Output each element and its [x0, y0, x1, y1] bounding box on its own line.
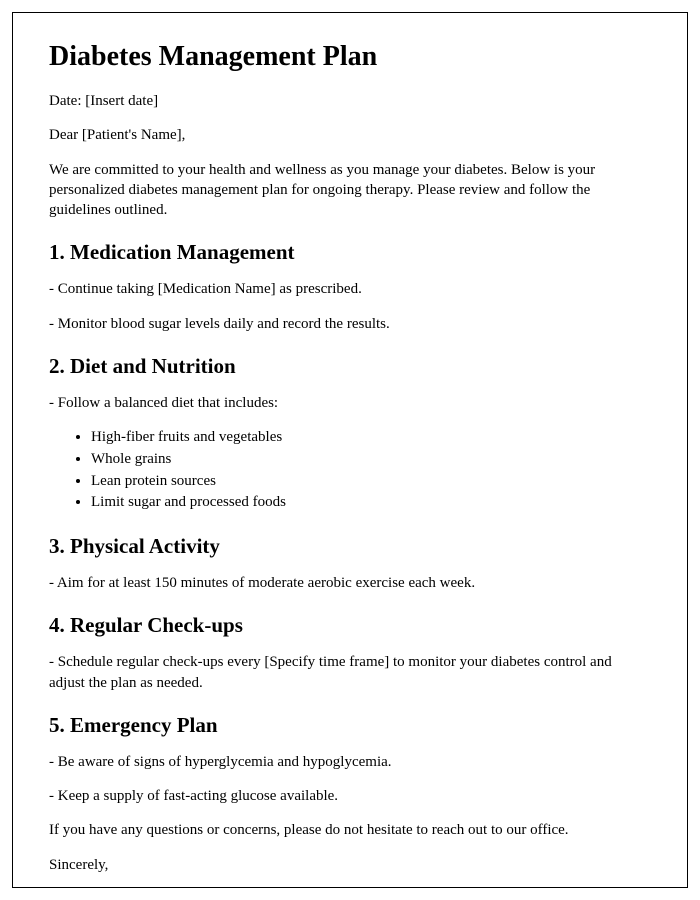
closing-paragraph: If you have any questions or concerns, p… — [49, 820, 651, 840]
signoff: Sincerely, — [49, 855, 651, 875]
intro-paragraph: We are committed to your health and well… — [49, 160, 651, 221]
diet-bullet: Limit sugar and processed foods — [91, 492, 651, 514]
section-heading-emergency: 5. Emergency Plan — [49, 713, 651, 738]
section-heading-activity: 3. Physical Activity — [49, 534, 651, 559]
section-heading-checkups: 4. Regular Check-ups — [49, 613, 651, 638]
diet-bullet: Lean protein sources — [91, 471, 651, 493]
date-line: Date: [Insert date] — [49, 91, 651, 111]
emergency-item: - Keep a supply of fast-acting glucose a… — [49, 786, 651, 806]
medication-item: - Continue taking [Medication Name] as p… — [49, 279, 651, 299]
diet-bullet: Whole grains — [91, 449, 651, 471]
checkups-item: - Schedule regular check-ups every [Spec… — [49, 652, 651, 693]
medication-item: - Monitor blood sugar levels daily and r… — [49, 314, 651, 334]
section-heading-diet: 2. Diet and Nutrition — [49, 354, 651, 379]
emergency-item: - Be aware of signs of hyperglycemia and… — [49, 752, 651, 772]
activity-item: - Aim for at least 150 minutes of modera… — [49, 573, 651, 593]
salutation: Dear [Patient's Name], — [49, 125, 651, 145]
diet-lead: - Follow a balanced diet that includes: — [49, 393, 651, 413]
document-page: Diabetes Management Plan Date: [Insert d… — [12, 12, 688, 888]
page-title: Diabetes Management Plan — [49, 41, 651, 73]
section-heading-medication: 1. Medication Management — [49, 240, 651, 265]
diet-bullet-list: High-fiber fruits and vegetables Whole g… — [91, 427, 651, 514]
diet-bullet: High-fiber fruits and vegetables — [91, 427, 651, 449]
